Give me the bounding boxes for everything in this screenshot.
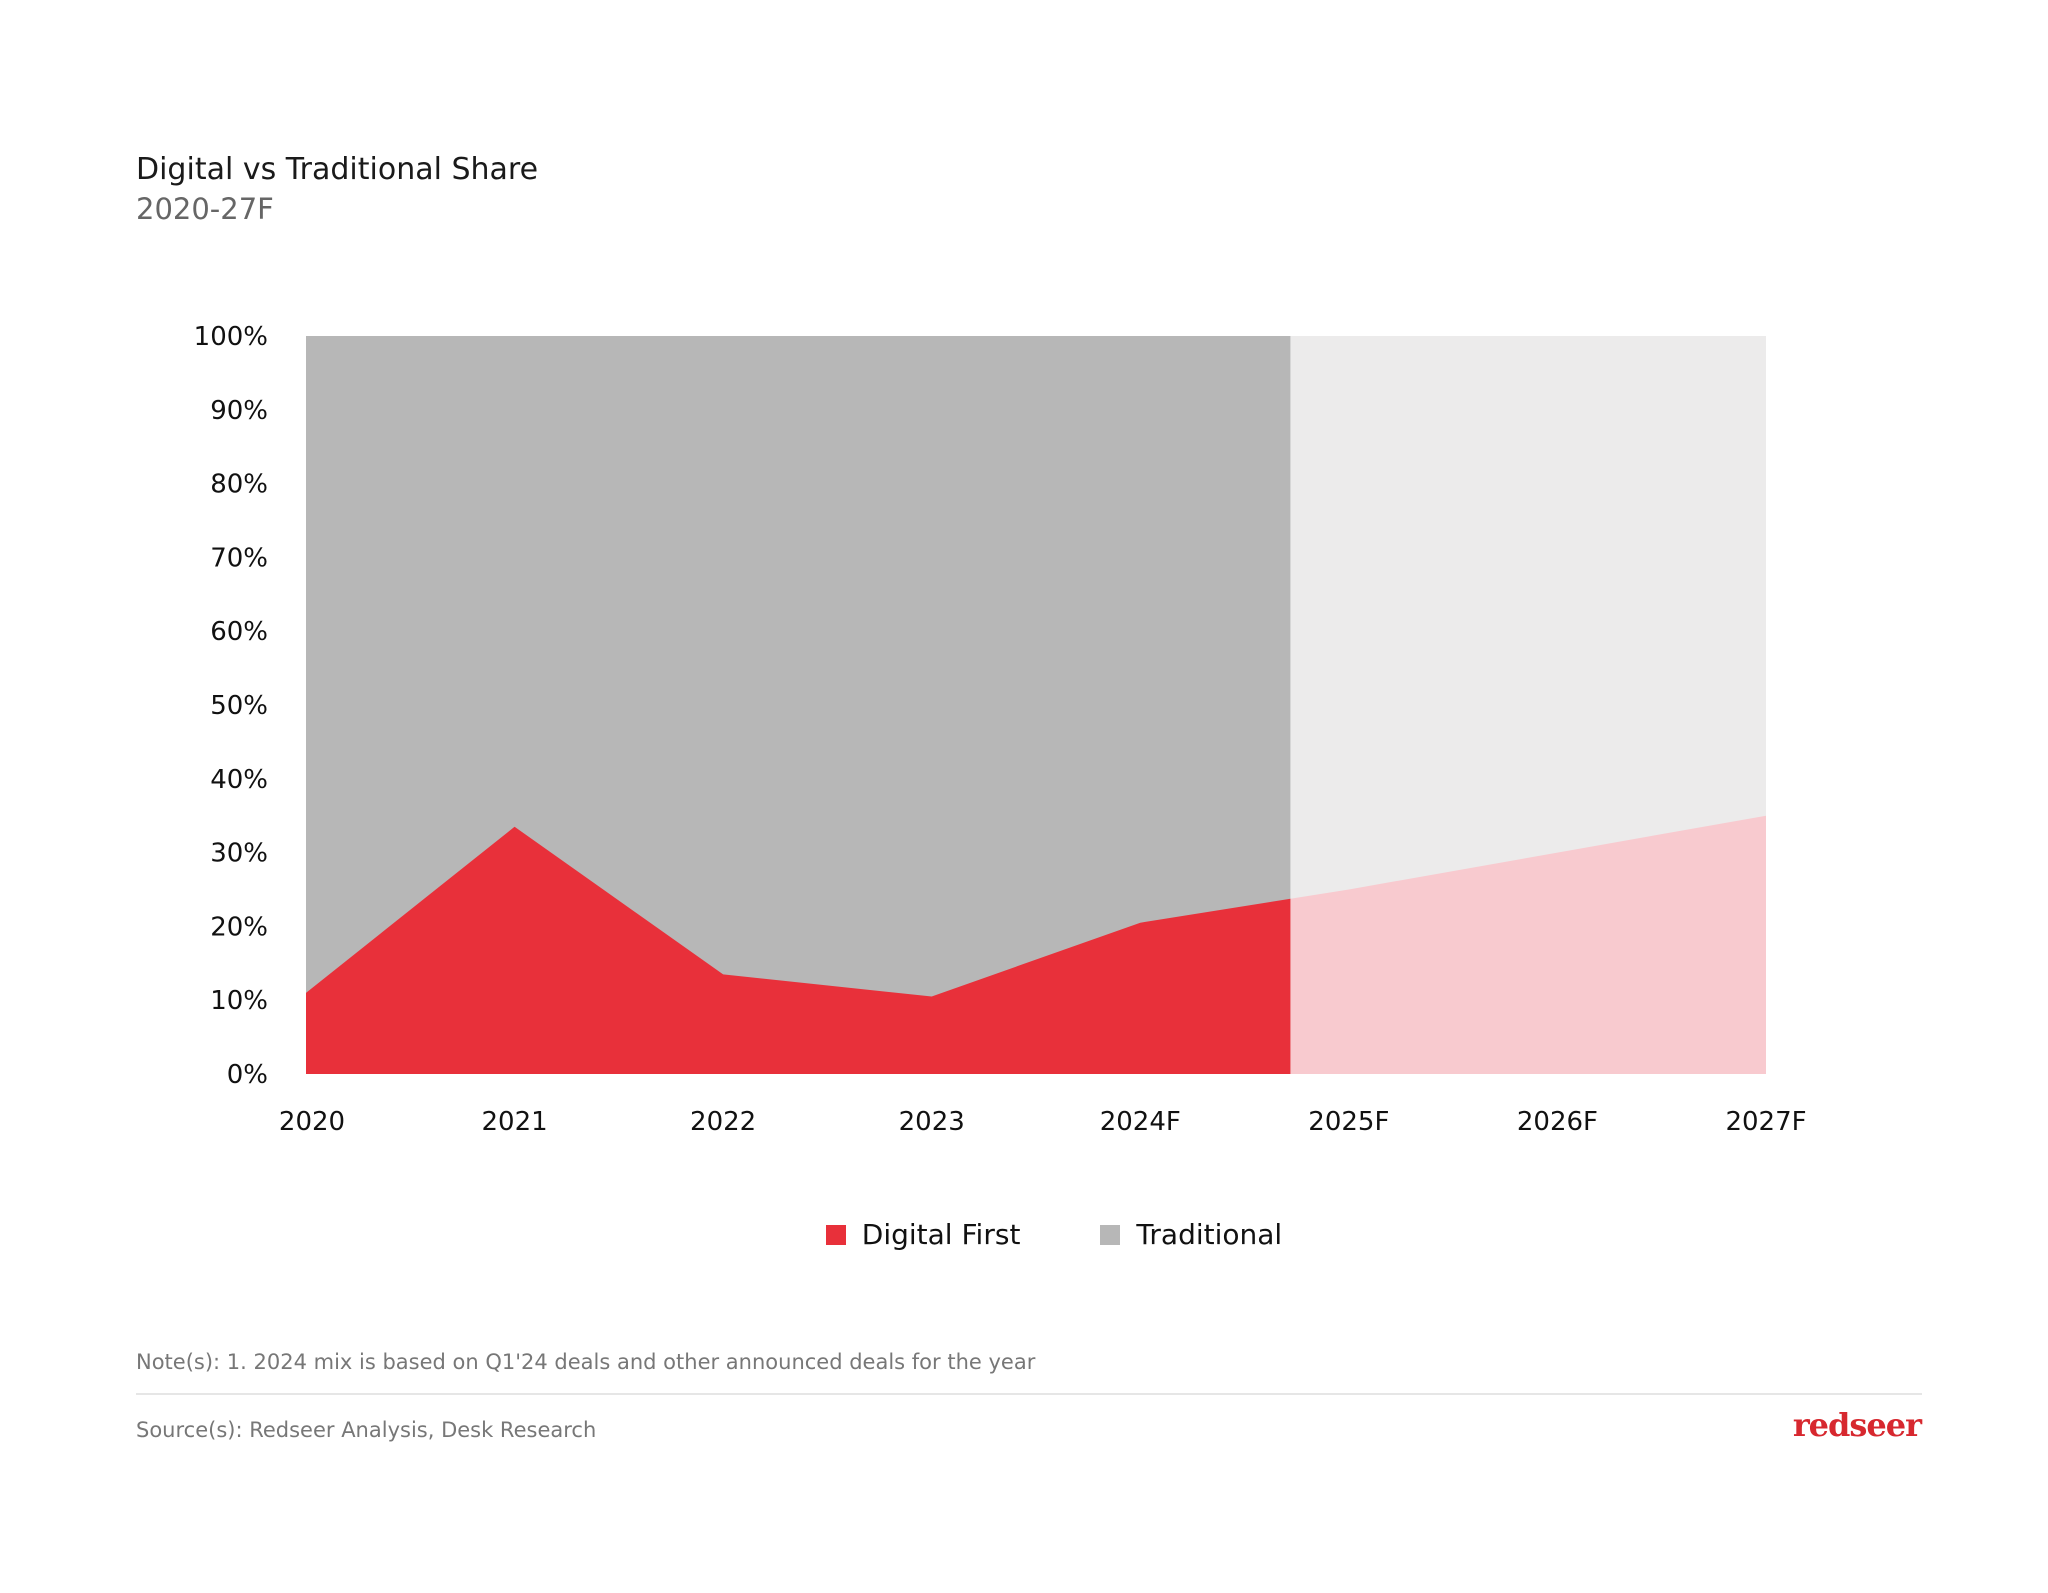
redseer-logo: redseer — [1792, 1406, 1922, 1444]
y-tick-label: 70% — [210, 543, 268, 573]
chart-title: Digital vs Traditional Share — [136, 152, 539, 187]
y-tick-label: 80% — [210, 470, 268, 500]
x-tick-label: 2027F — [1725, 1107, 1806, 1137]
y-tick-label: 30% — [210, 839, 268, 869]
x-tick-label: 2020 — [279, 1107, 345, 1137]
y-tick-label: 50% — [210, 691, 268, 721]
digital-first-forecast-area — [1290, 815, 1766, 1074]
source-text: Source(s): Redseer Analysis, Desk Resear… — [136, 1418, 597, 1442]
chart-subtitle: 2020-27F — [136, 192, 274, 226]
legend-swatch-traditional — [1100, 1224, 1121, 1245]
x-tick-label: 2024F — [1100, 1107, 1181, 1137]
legend: Digital First Traditional — [0, 1218, 2048, 1251]
y-tick-label: 100% — [194, 322, 268, 352]
y-tick-label: 20% — [210, 912, 268, 942]
y-tick-label: 90% — [210, 396, 268, 426]
y-tick-label: 0% — [227, 1060, 268, 1090]
footnote: Note(s): 1. 2024 mix is based on Q1'24 d… — [136, 1350, 1036, 1374]
legend-label: Digital First — [861, 1218, 1021, 1251]
legend-item-traditional: Traditional — [1100, 1218, 1282, 1251]
y-tick-label: 40% — [210, 765, 268, 795]
x-tick-label: 2025F — [1308, 1107, 1389, 1137]
legend-label: Traditional — [1136, 1218, 1283, 1251]
x-tick-label: 2021 — [481, 1107, 547, 1137]
divider — [136, 1393, 1922, 1395]
digital-first-area — [306, 826, 1291, 1074]
x-tick-label: 2026F — [1517, 1107, 1598, 1137]
legend-swatch-digital-first — [825, 1224, 846, 1245]
y-tick-label: 60% — [210, 617, 268, 647]
x-tick-label: 2023 — [899, 1107, 965, 1137]
legend-item-digital-first: Digital First — [825, 1218, 1021, 1251]
x-tick-label: 2022 — [690, 1107, 756, 1137]
y-tick-label: 10% — [210, 986, 268, 1016]
